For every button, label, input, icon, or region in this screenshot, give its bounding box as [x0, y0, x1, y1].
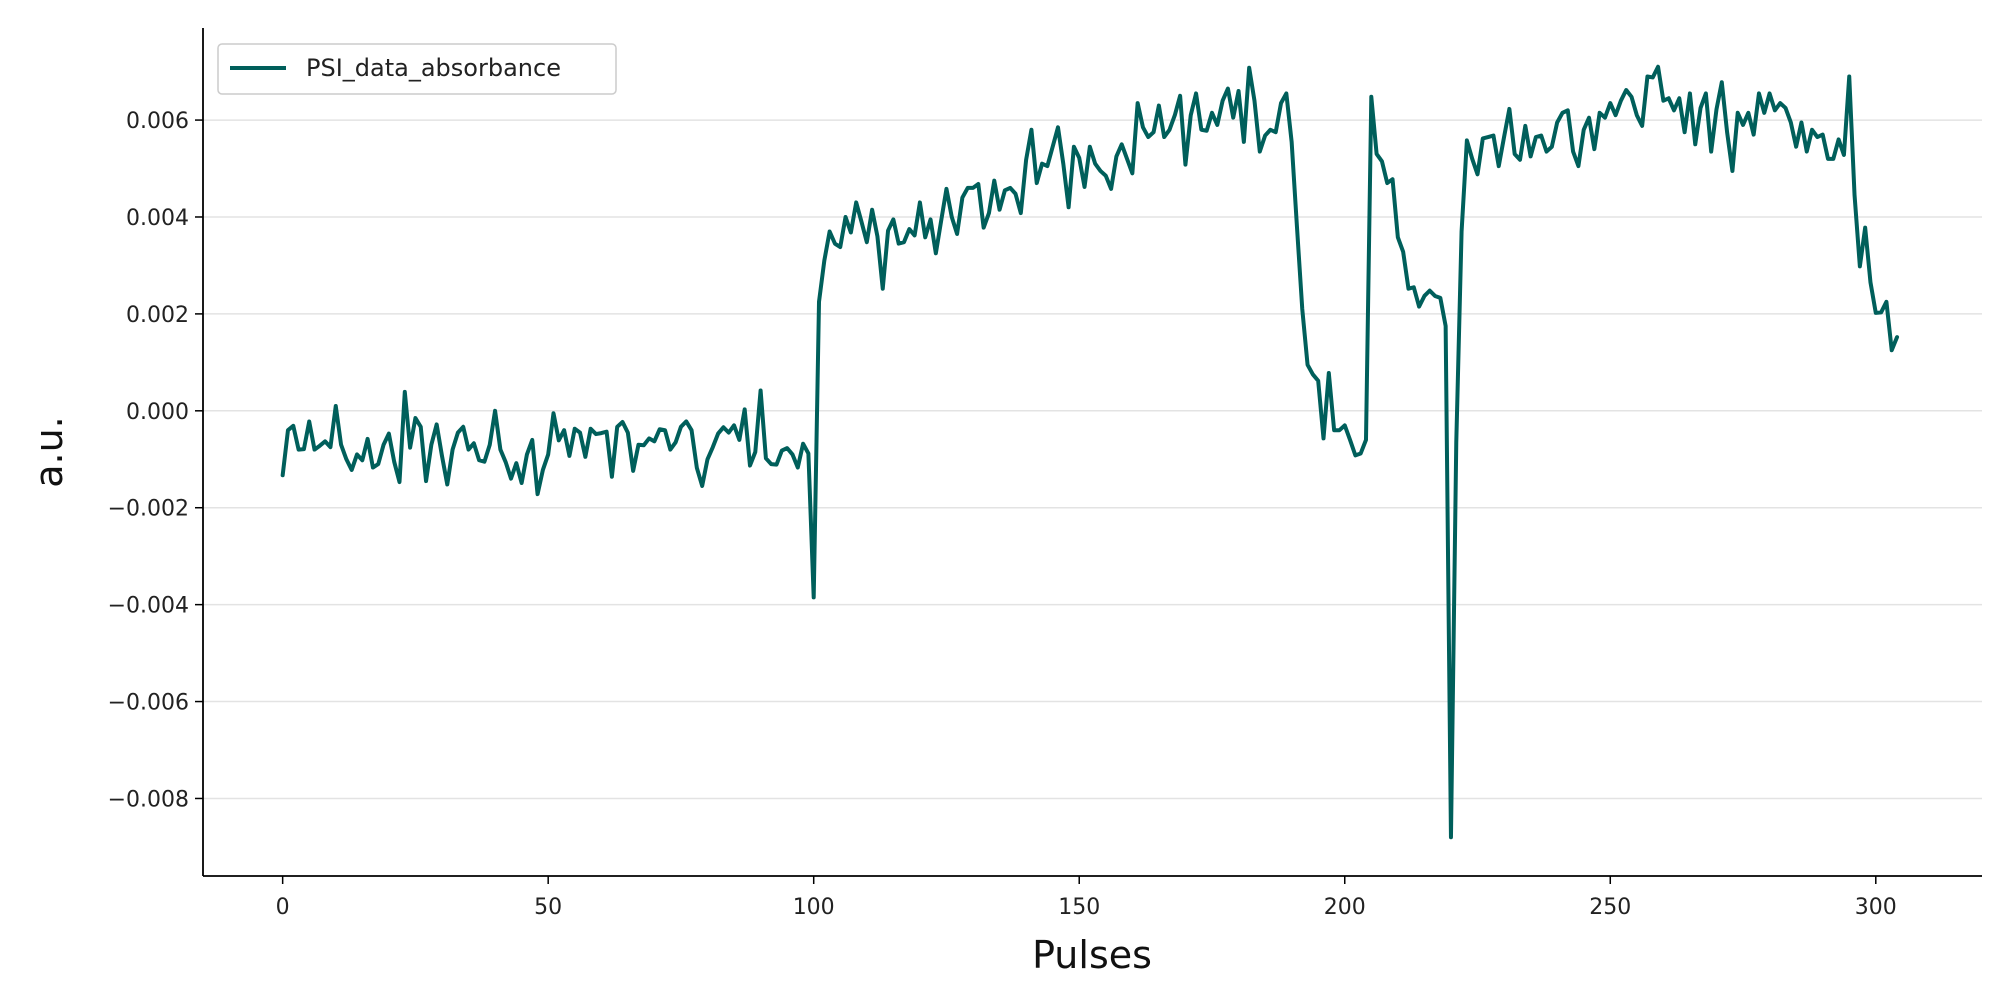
y-axis-ticks: −0.008 −0.006 −0.004 −0.002 0.000 0.002 0.004 0…: [108, 109, 203, 812]
x-axis-ticks: 0 50 100 150 200 250 300: [276, 876, 1897, 920]
gridlines: [203, 119, 1982, 800]
y-tick-label: 0.004: [126, 206, 189, 231]
x-tick-label: 300: [1855, 895, 1897, 920]
y-tick-label: −0.008: [108, 787, 189, 812]
y-tick-label: −0.004: [108, 594, 189, 619]
legend-label: PSI_data_absorbance: [306, 54, 561, 82]
y-tick-label: 0.000: [126, 400, 189, 425]
y-tick-label: 0.002: [126, 303, 189, 328]
series-line: [280, 64, 1900, 840]
x-tick-label: 250: [1589, 895, 1631, 920]
series-layer: [280, 64, 1900, 840]
y-tick-label: 0.006: [126, 109, 189, 134]
x-axis-title: Pulses: [1032, 933, 1152, 977]
legend: PSI_data_absorbance: [217, 43, 617, 95]
x-tick-label: 150: [1058, 895, 1100, 920]
x-tick-label: 200: [1324, 895, 1366, 920]
x-tick-label: 100: [793, 895, 835, 920]
x-tick-label: 0: [276, 895, 290, 920]
y-axis-title: a.u.: [27, 416, 71, 488]
x-tick-label: 50: [534, 895, 562, 920]
y-tick-label: −0.006: [108, 691, 189, 716]
legend-frame: [217, 43, 617, 95]
y-tick-label: −0.002: [108, 497, 189, 522]
